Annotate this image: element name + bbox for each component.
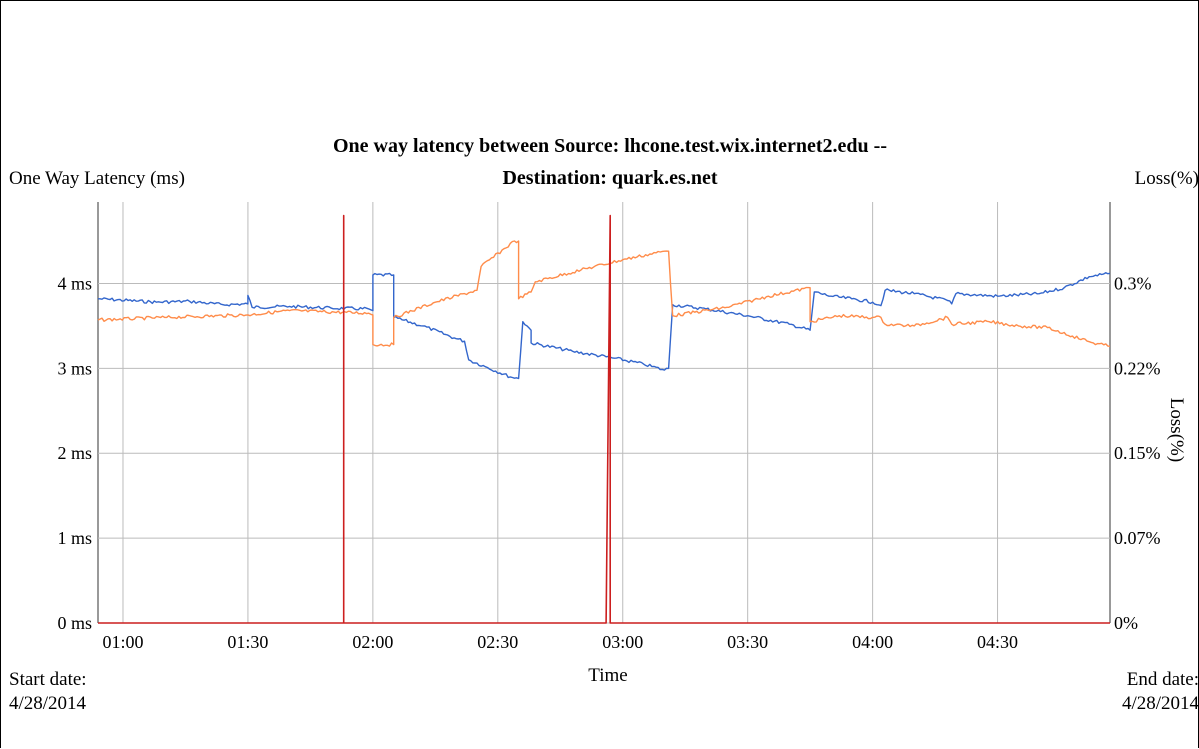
chart-title-line1: One way latency between Source: lhcone.t… (333, 135, 887, 157)
y-right-tick-label: 0.22% (1114, 358, 1161, 378)
y-left-tick-label: 1 ms (57, 528, 92, 548)
chart-title-line2: Destination: quark.es.net (502, 167, 717, 189)
y-right-tick-label: 0% (1114, 613, 1138, 633)
y-right-tick-label: 0.3% (1114, 273, 1152, 293)
y-left-tick-label: 3 ms (57, 358, 92, 378)
x-tick-label: 03:30 (727, 632, 768, 652)
x-tick-label: 01:30 (227, 632, 268, 652)
start-date-block: Start date: 4/28/2014 (9, 668, 87, 716)
y-left-tick-label: 0 ms (57, 613, 92, 633)
x-tick-label: 02:30 (477, 632, 518, 652)
series-layer (97, 214, 1111, 624)
x-axis-label: Time (588, 665, 627, 686)
end-date-block: End date: 4/28/2014 (1122, 668, 1199, 716)
start-date-value: 4/28/2014 (9, 693, 87, 714)
x-tick-label: 02:00 (352, 632, 393, 652)
x-tick-label: 04:00 (852, 632, 893, 652)
y-left-tick-label: 2 ms (57, 443, 92, 463)
y-axis-right-rotated-label: Loss(%) (1166, 398, 1187, 462)
y-axis-right-label: Loss(%) (1135, 168, 1199, 189)
series-line-2 (97, 240, 1111, 347)
series-line-1 (98, 272, 1111, 380)
end-date-value: 4/28/2014 (1121, 693, 1199, 714)
x-tick-label: 01:00 (102, 632, 143, 652)
y-right-tick-label: 0.15% (1114, 443, 1161, 463)
tick-layer: 01:00 01:30 02:00 02:30 03:00 03:30 04:00 04:30… (57, 273, 1160, 652)
x-tick-label: 04:30 (977, 632, 1018, 652)
start-date-label: Start date: (9, 669, 87, 690)
y-axis-left-label: One Way Latency (ms) (9, 168, 185, 189)
end-date-label: End date: (1126, 669, 1199, 690)
y-left-tick-label: 4 ms (57, 273, 92, 293)
x-tick-label: 03:00 (602, 632, 643, 652)
series-line-3 (98, 214, 1110, 624)
y-right-tick-label: 0.07% (1114, 528, 1161, 548)
